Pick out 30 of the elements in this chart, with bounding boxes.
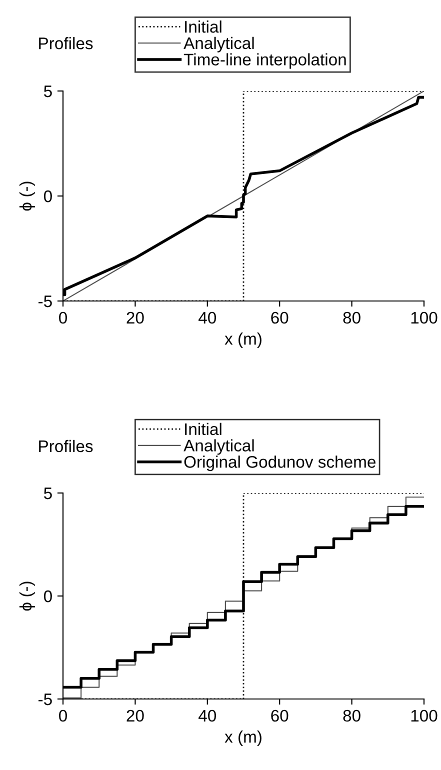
chart-title: Profiles <box>39 440 93 452</box>
x-tick-label: 20 <box>126 710 144 722</box>
y-axis-title: ϕ (-) <box>19 582 35 611</box>
x-tick-label: 20 <box>126 312 144 324</box>
legend-label: Analytical <box>184 439 254 455</box>
x-axis-title: x (m) <box>224 730 262 746</box>
x-tick-label: 60 <box>271 710 288 722</box>
legend-label: Initial <box>185 422 222 436</box>
x-tick-label: 40 <box>198 312 216 324</box>
x-tick-label: 80 <box>343 312 360 324</box>
x-tick-label: 60 <box>271 312 288 324</box>
x-tick-label: 40 <box>198 710 216 722</box>
legend-label: Analytical <box>184 36 254 52</box>
x-tick-label: 100 <box>411 710 438 722</box>
x-tick-label: 0 <box>59 710 67 722</box>
x-tick-label: 100 <box>411 312 438 324</box>
legend-label: Initial <box>185 20 222 33</box>
y-axis-title: ϕ (-) <box>19 182 35 211</box>
y-tick-label: -5 <box>38 694 52 706</box>
y-tick-label: -5 <box>38 296 52 308</box>
x-tick-label: 0 <box>59 312 67 324</box>
y-tick-label: 5 <box>44 488 52 500</box>
y-tick-label: 5 <box>44 86 52 98</box>
legend-label: Original Godunov scheme <box>184 456 376 472</box>
chart-title: Profiles <box>39 37 93 50</box>
legend-label: Time-line interpolation <box>184 53 346 69</box>
x-tick-label: 80 <box>343 710 360 722</box>
y-tick-label: 0 <box>44 190 52 202</box>
y-tick-label: 0 <box>44 590 52 602</box>
x-axis-title: x (m) <box>224 332 262 348</box>
